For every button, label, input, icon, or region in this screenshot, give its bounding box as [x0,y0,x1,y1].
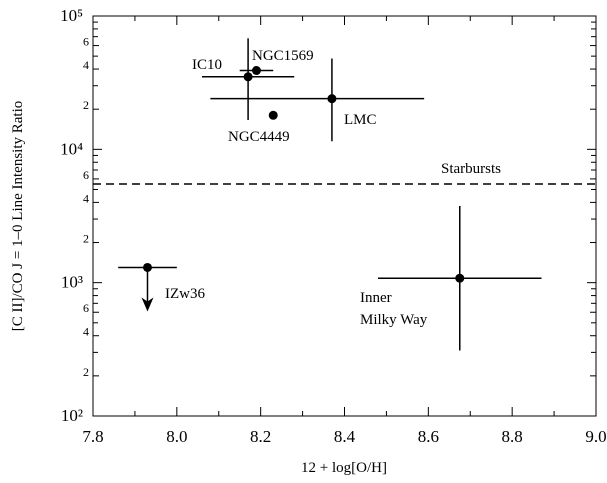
data-point [327,94,337,104]
y-tick-label: 4 [83,325,89,339]
data-point [142,262,152,272]
point-label: Milky Way [360,312,428,328]
y-axis-label: [C II]/CO J = 1–0 Line Intensity Ratio [10,101,26,332]
y-tick-label: 2 [83,98,89,112]
y-tick-label: 10² [61,406,83,425]
point-label: Inner [360,290,392,306]
y-tick-label: 4 [83,58,89,72]
y-tick-label: 2 [83,232,89,246]
x-tick-label: 8.4 [334,427,356,446]
point-label: IZw36 [165,286,205,302]
data-point [268,110,278,120]
x-tick-label: 8.8 [502,427,523,446]
x-tick-label: 9.0 [585,427,606,446]
y-tick-label: 2 [83,365,89,379]
point-label: NGC4449 [228,129,290,145]
y-tick-label: 4 [83,191,89,205]
x-tick-label: 8.0 [166,427,187,446]
upper-limit-arrowhead [141,297,154,312]
data-point [243,72,253,82]
starburst-label: Starbursts [441,161,501,177]
x-tick-label: 8.2 [250,427,271,446]
data-point [251,66,261,76]
plot-frame [92,15,597,417]
y-tick-label: 10³ [61,273,83,292]
y-tick-label: 6 [83,168,89,182]
point-label: LMC [344,112,377,128]
point-label: IC10 [192,57,222,73]
x-axis-label: 12 + log[O/H] [301,460,387,476]
y-tick-label: 10⁵ [60,6,83,25]
y-tick-label: 6 [83,301,89,315]
y-tick-label: 6 [83,35,89,49]
point-label: NGC1569 [252,48,314,64]
y-tick-label: 10⁴ [60,139,83,158]
data-point [455,273,465,283]
x-tick-label: 8.6 [418,427,439,446]
x-tick-label: 7.8 [82,427,103,446]
